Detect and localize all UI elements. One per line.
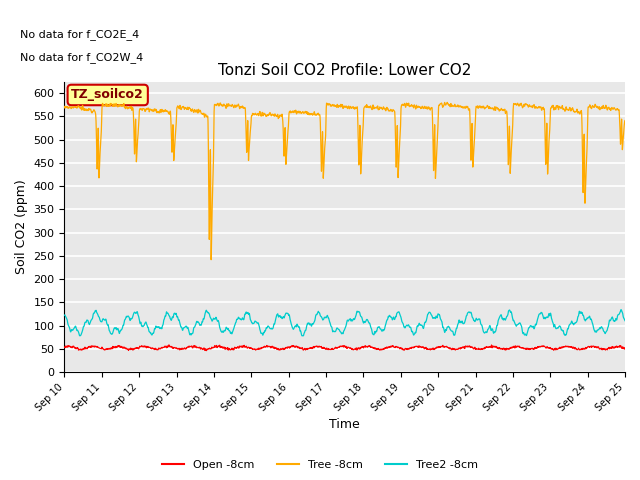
Y-axis label: Soil CO2 (ppm): Soil CO2 (ppm) [15,180,28,274]
Legend: Open -8cm, Tree -8cm, Tree2 -8cm: Open -8cm, Tree -8cm, Tree2 -8cm [157,456,483,474]
Title: Tonzi Soil CO2 Profile: Lower CO2: Tonzi Soil CO2 Profile: Lower CO2 [218,62,472,78]
X-axis label: Time: Time [330,419,360,432]
Text: No data for f_CO2W_4: No data for f_CO2W_4 [20,52,143,63]
Text: No data for f_CO2E_4: No data for f_CO2E_4 [20,29,139,40]
Text: TZ_soilco2: TZ_soilco2 [71,88,144,101]
